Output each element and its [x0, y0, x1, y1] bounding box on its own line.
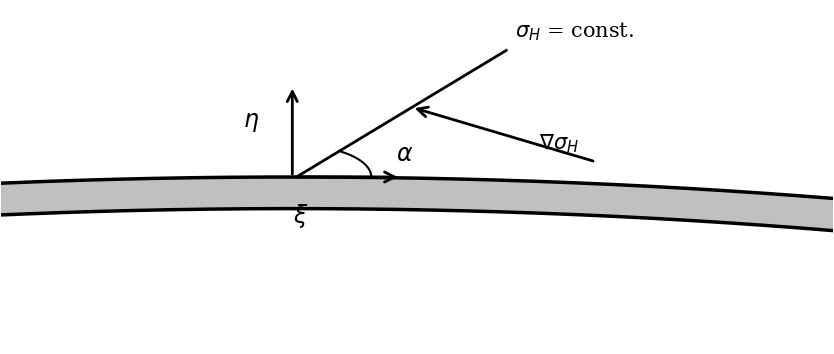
- Text: $\eta$: $\eta$: [243, 110, 259, 134]
- Text: $\alpha$: $\alpha$: [396, 142, 414, 166]
- Text: $\sigma_H$ = const.: $\sigma_H$ = const.: [515, 21, 634, 44]
- Polygon shape: [0, 177, 834, 255]
- Text: $\xi$: $\xi$: [293, 201, 309, 230]
- Text: $\nabla\sigma_H$: $\nabla\sigma_H$: [540, 132, 579, 155]
